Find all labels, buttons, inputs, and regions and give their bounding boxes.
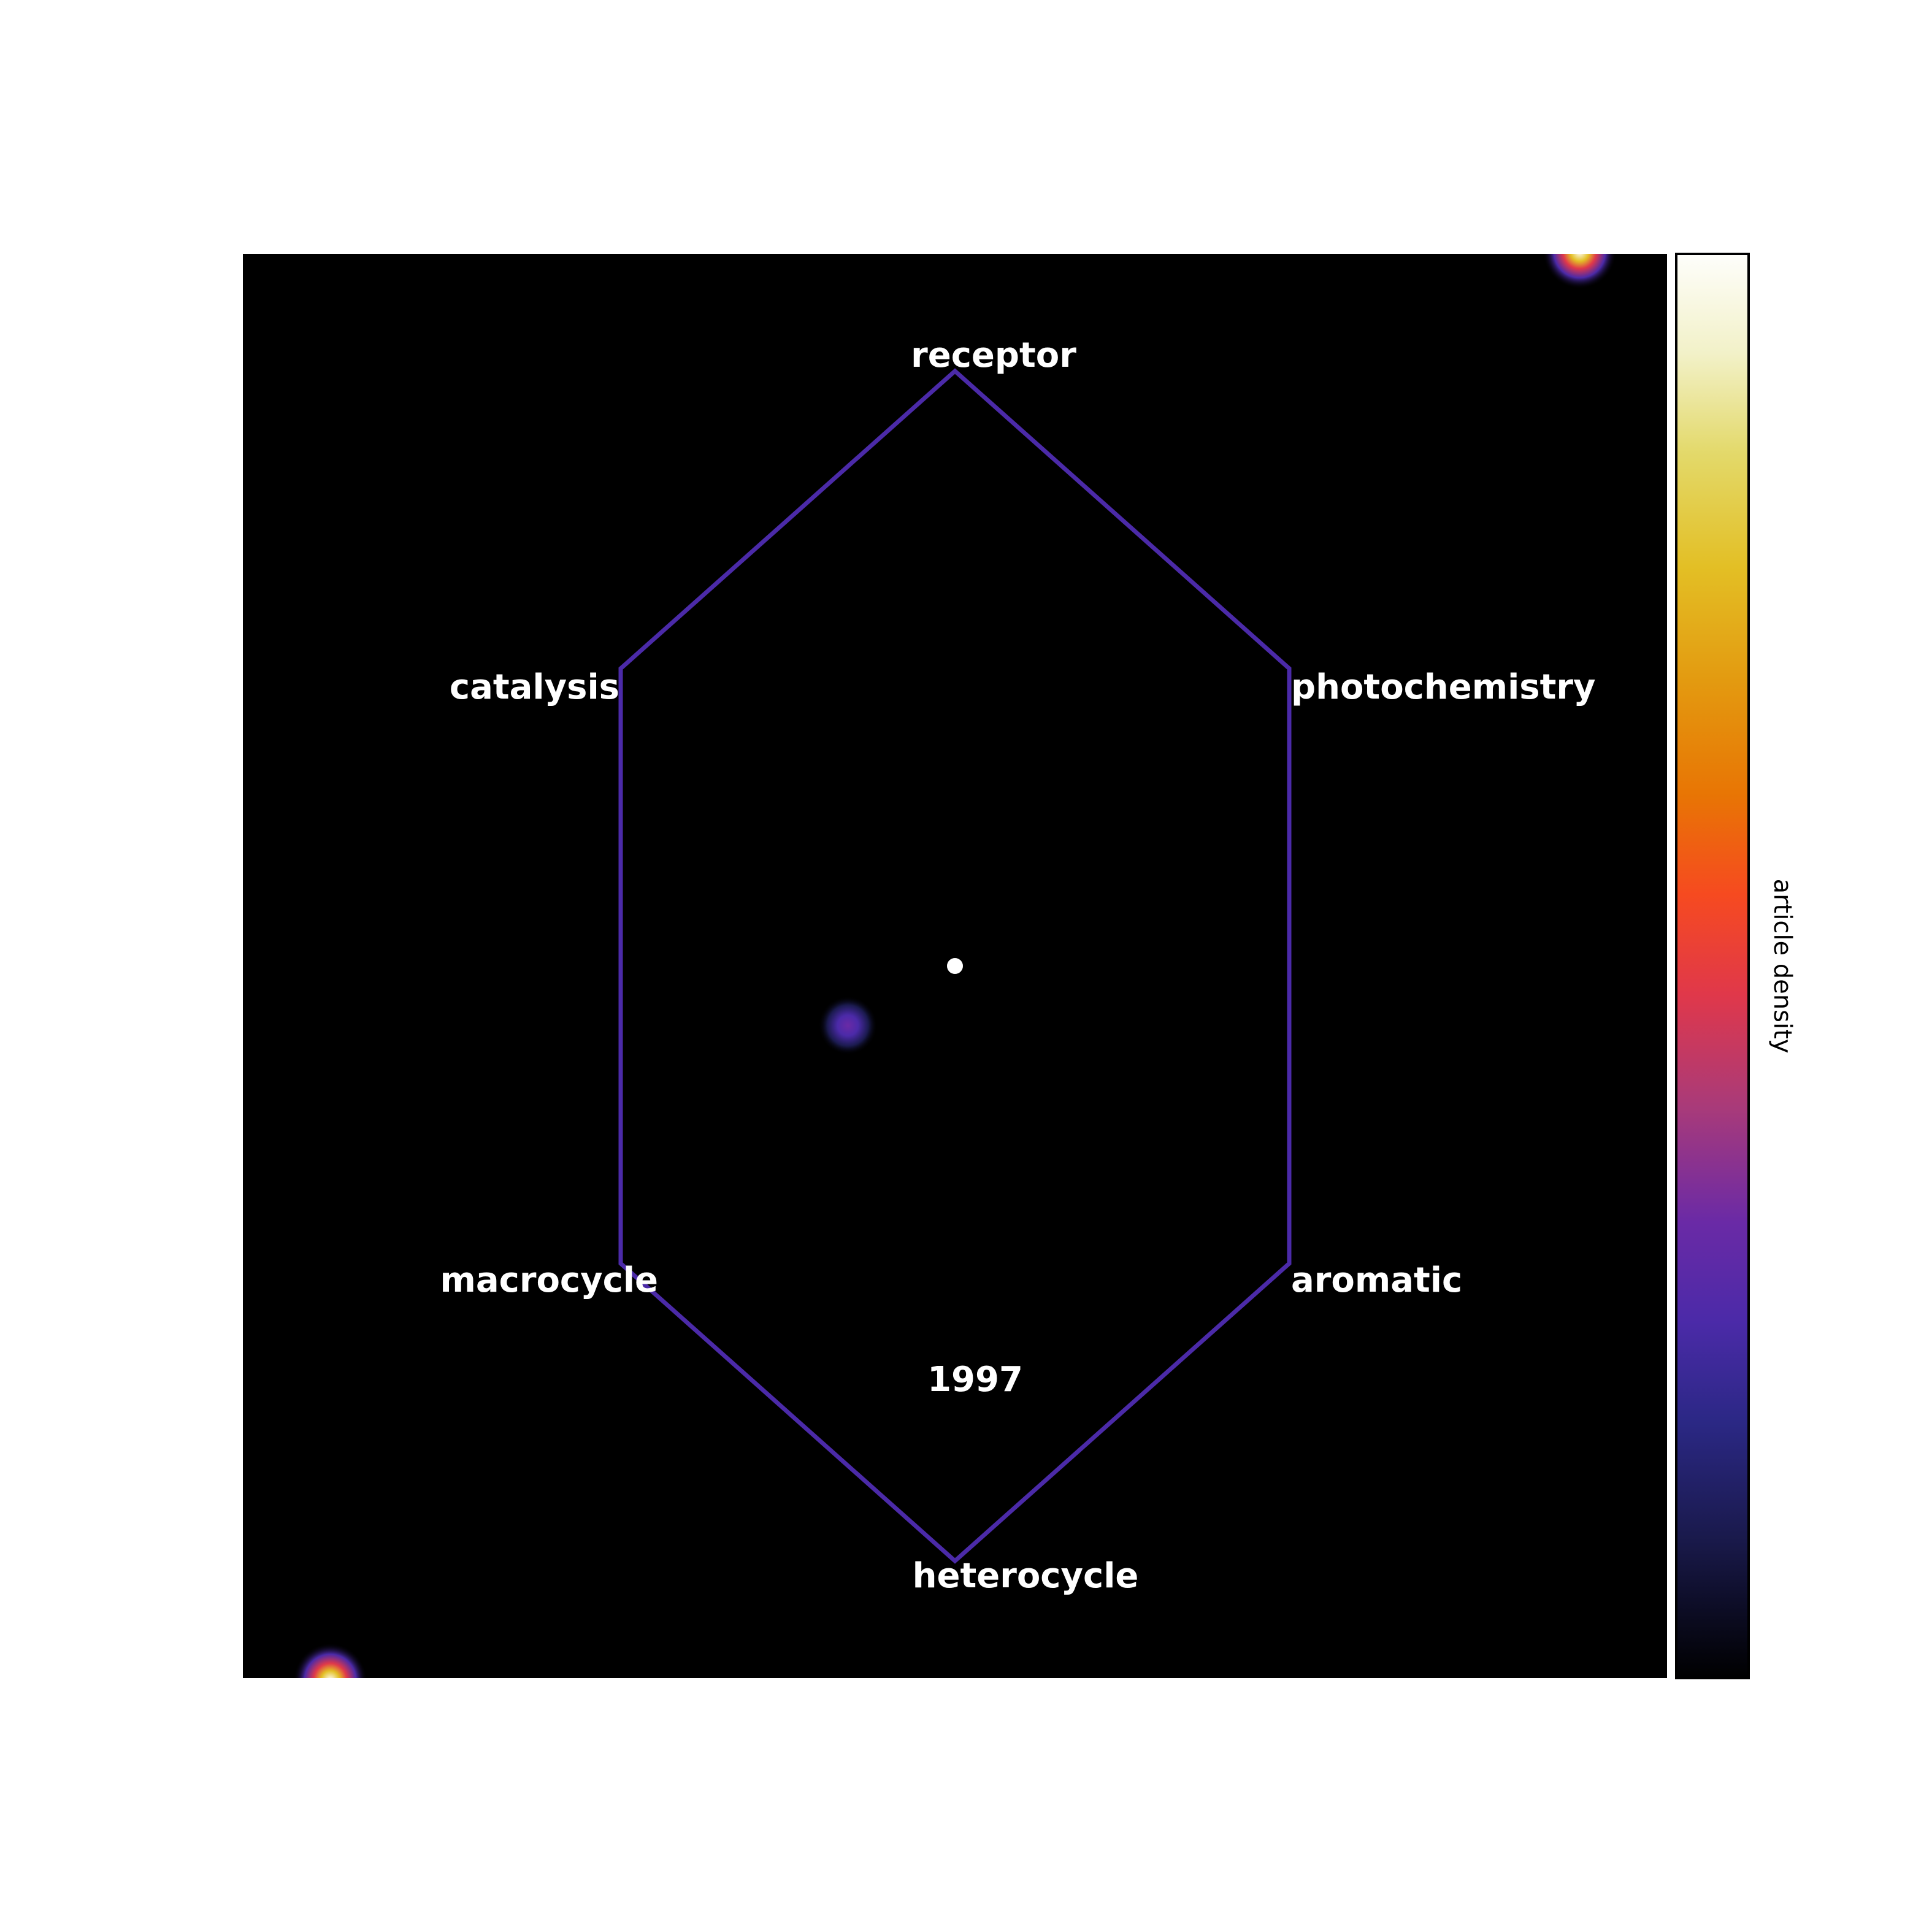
- centroid-point: [947, 958, 963, 974]
- vertex-label-aromatic: aromatic: [1291, 1260, 1462, 1300]
- vertex-label-receptor: receptor: [911, 335, 1076, 375]
- colorbar: [1675, 253, 1750, 1679]
- density-spot: [293, 1643, 367, 1678]
- density-spots: [293, 254, 1617, 1678]
- density-spot: [1543, 254, 1617, 289]
- year-label: 1997: [927, 1360, 1023, 1400]
- radar-polygon: [618, 368, 1292, 1564]
- density-spot: [818, 996, 878, 1055]
- vertex-label-photochemistry: photochemistry: [1291, 667, 1595, 707]
- vertex-label-catalysis: catalysis: [450, 667, 619, 707]
- colorbar-label: article density: [1768, 879, 1796, 1054]
- vertex-label-macrocycle: macrocycle: [440, 1260, 659, 1300]
- vertex-label-heterocycle: heterocycle: [913, 1556, 1139, 1596]
